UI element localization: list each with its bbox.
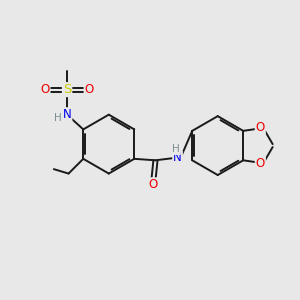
Text: O: O bbox=[148, 178, 158, 191]
Text: H: H bbox=[172, 144, 180, 154]
Text: N: N bbox=[173, 152, 182, 164]
Text: H: H bbox=[54, 113, 62, 123]
Text: S: S bbox=[63, 83, 71, 96]
Text: O: O bbox=[256, 157, 265, 170]
Text: O: O bbox=[85, 83, 94, 96]
Text: O: O bbox=[40, 83, 50, 96]
Text: N: N bbox=[63, 108, 71, 121]
Text: O: O bbox=[256, 122, 265, 134]
